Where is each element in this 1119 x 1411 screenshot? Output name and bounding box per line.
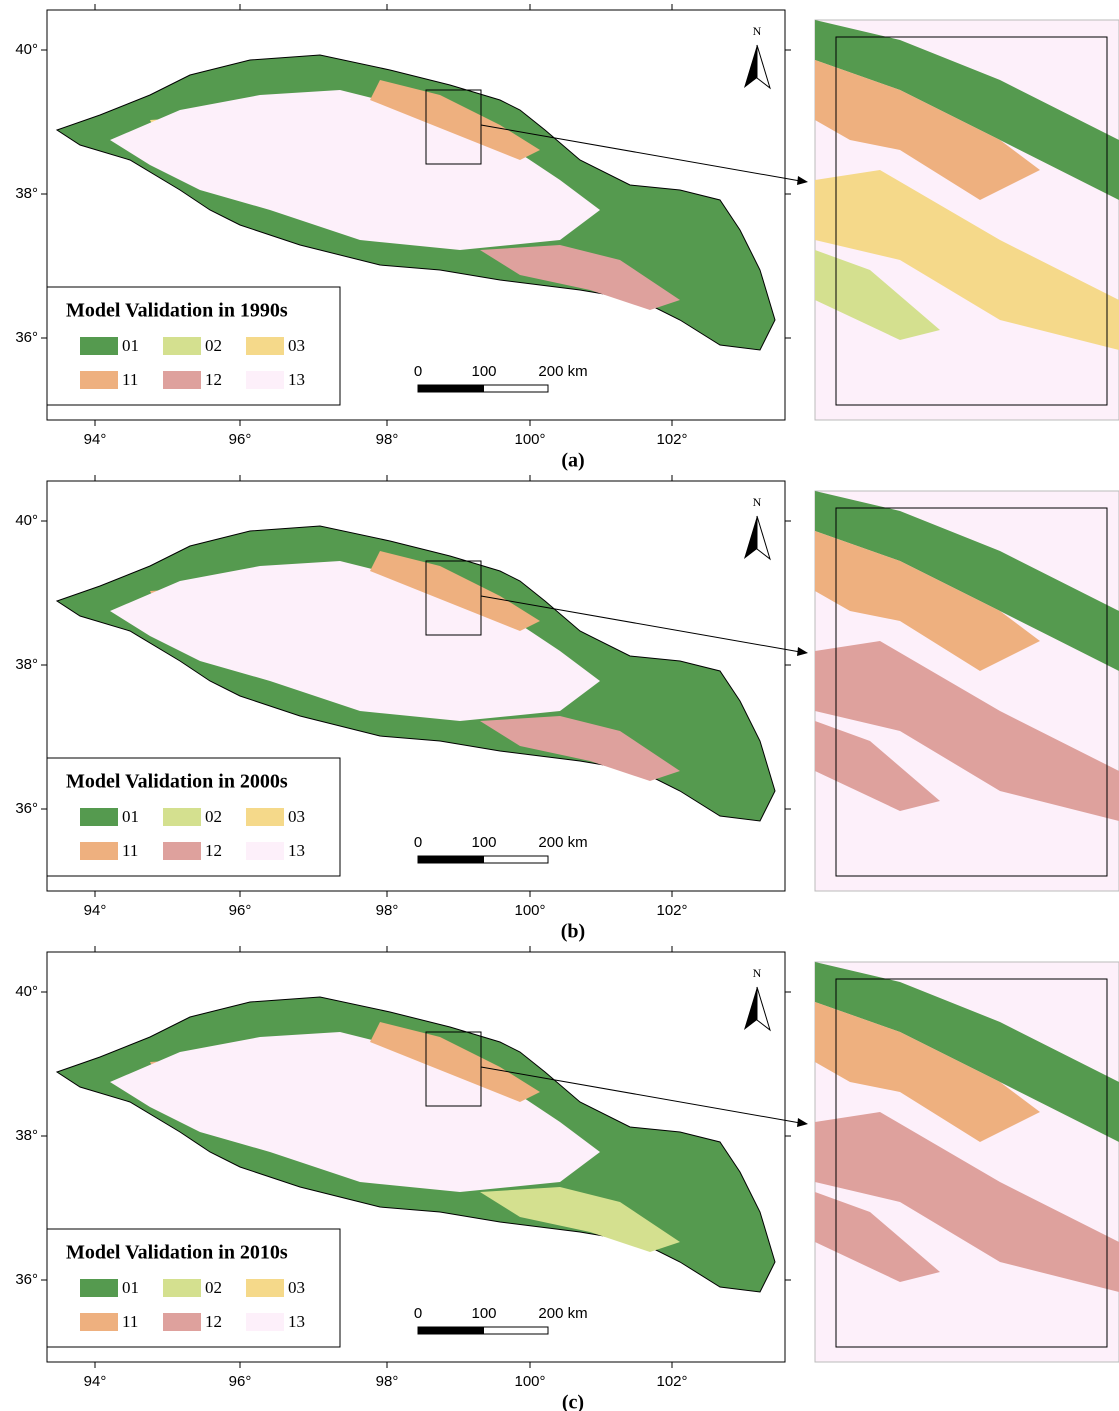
north-label: N: [753, 495, 762, 509]
legend-swatch: [246, 808, 284, 826]
legend-swatch: [163, 1279, 201, 1297]
legend-swatch: [246, 1279, 284, 1297]
x-tick-label: 100°: [514, 1373, 545, 1390]
y-tick-label: 40°: [15, 512, 38, 529]
scale-label: 0: [414, 363, 422, 380]
legend-label: 11: [122, 1312, 138, 1331]
page: 94° 96° 98° 100° 102° 40° 38° 36° Model Validati…: [0, 0, 1119, 1411]
x-tick-label: 94°: [84, 431, 107, 448]
legend-swatch: [163, 842, 201, 860]
legend-label: 01: [122, 336, 139, 355]
leader-arrow: [797, 647, 808, 656]
panel: 94° 96° 98° 100° 102° 40° 38° 36° Model Validati…: [15, 475, 1119, 943]
x-tick-label: 94°: [84, 902, 107, 919]
scale-label: 200 km: [538, 834, 587, 851]
legend-swatch: [163, 808, 201, 826]
scale-label: 100: [471, 834, 496, 851]
legend-label: 13: [288, 1312, 305, 1331]
legend-label: 12: [205, 1312, 222, 1331]
scale-label: 200 km: [538, 1305, 587, 1322]
x-tick-label: 96°: [229, 902, 252, 919]
y-tick-label: 40°: [15, 41, 38, 58]
y-tick-label: 38°: [15, 1127, 38, 1144]
scale-label: 0: [414, 1305, 422, 1322]
panel-label: (b): [561, 921, 585, 943]
y-tick-label: 36°: [15, 1271, 38, 1288]
legend-label: 11: [122, 841, 138, 860]
legend-swatch: [246, 371, 284, 389]
legend-label: 13: [288, 841, 305, 860]
y-tick-label: 36°: [15, 800, 38, 817]
scale-label: 100: [471, 363, 496, 380]
legend-title: Model Validation in 2010s: [66, 1242, 288, 1264]
legend-label: 02: [205, 1278, 222, 1297]
x-tick-label: 98°: [376, 1373, 399, 1390]
panel: 94° 96° 98° 100° 102° 40° 38° 36° Model Validati…: [15, 946, 1119, 1411]
x-tick-label: 102°: [656, 902, 687, 919]
x-tick-label: 102°: [656, 1373, 687, 1390]
y-tick-label: 38°: [15, 656, 38, 673]
legend-swatch: [80, 371, 118, 389]
panel-label: (c): [562, 1392, 584, 1411]
legend-swatch: [80, 808, 118, 826]
north-label: N: [753, 966, 762, 980]
legend-swatch: [163, 1313, 201, 1331]
x-tick-label: 102°: [656, 431, 687, 448]
x-tick-label: 98°: [376, 431, 399, 448]
north-label: N: [753, 24, 762, 38]
leader-arrow: [797, 1118, 808, 1127]
legend-swatch: [246, 842, 284, 860]
legend-label: 02: [205, 336, 222, 355]
scale-label: 100: [471, 1305, 496, 1322]
legend-label: 11: [122, 370, 138, 389]
legend-swatch: [246, 337, 284, 355]
x-tick-label: 98°: [376, 902, 399, 919]
x-tick-label: 100°: [514, 902, 545, 919]
scale-bar: [418, 856, 484, 863]
scale-label: 200 km: [538, 363, 587, 380]
legend-title: Model Validation in 2000s: [66, 771, 288, 793]
y-tick-label: 40°: [15, 983, 38, 1000]
legend-label: 02: [205, 807, 222, 826]
legend-swatch: [163, 371, 201, 389]
scale-label: 0: [414, 834, 422, 851]
x-tick-label: 96°: [229, 431, 252, 448]
panel: 94° 96° 98° 100° 102° 40° 38° 36° Model Validati…: [15, 4, 1119, 472]
x-tick-label: 94°: [84, 1373, 107, 1390]
figure: 94° 96° 98° 100° 102° 40° 38° 36° Model Validati…: [0, 0, 1119, 1411]
legend-swatch: [80, 1279, 118, 1297]
scale-bar: [418, 385, 484, 392]
scale-bar: [418, 1327, 484, 1334]
x-tick-label: 100°: [514, 431, 545, 448]
leader-arrow: [797, 176, 808, 185]
legend-swatch: [246, 1313, 284, 1331]
x-tick-label: 96°: [229, 1373, 252, 1390]
legend-title: Model Validation in 1990s: [66, 300, 288, 322]
panel-label: (a): [561, 450, 584, 472]
y-tick-label: 38°: [15, 185, 38, 202]
legend-swatch: [80, 842, 118, 860]
legend-label: 03: [288, 336, 305, 355]
legend-label: 03: [288, 807, 305, 826]
legend-swatch: [80, 1313, 118, 1331]
legend-label: 01: [122, 807, 139, 826]
legend-swatch: [163, 337, 201, 355]
legend-label: 12: [205, 370, 222, 389]
y-tick-label: 36°: [15, 329, 38, 346]
legend-label: 13: [288, 370, 305, 389]
legend-label: 12: [205, 841, 222, 860]
legend-label: 01: [122, 1278, 139, 1297]
legend-label: 03: [288, 1278, 305, 1297]
legend-swatch: [80, 337, 118, 355]
